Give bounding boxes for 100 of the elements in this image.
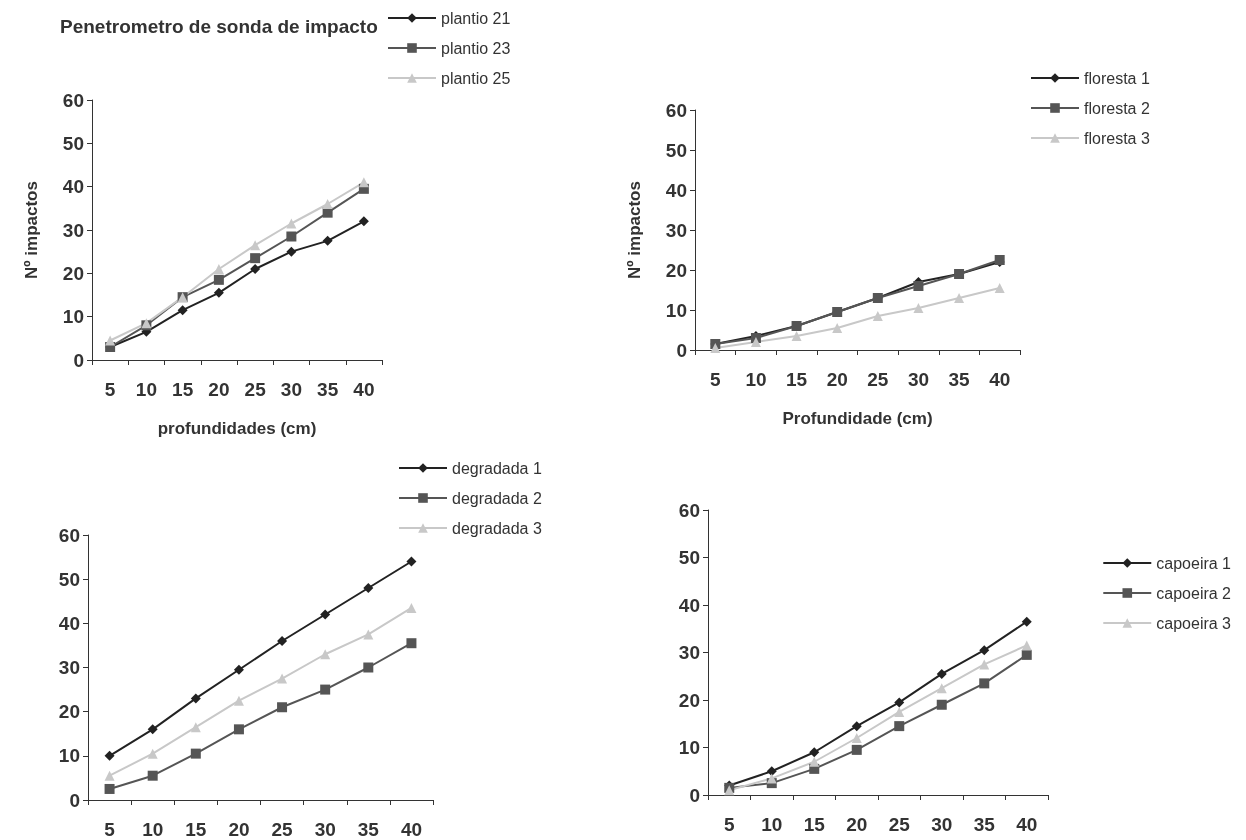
point — [190, 748, 201, 759]
y-tick-label: 10 — [58, 745, 80, 767]
legend-label: plantio 25 — [441, 69, 511, 87]
y-tick-label: 10 — [62, 306, 84, 328]
point — [250, 264, 261, 274]
legend-label: capoeira 2 — [1156, 584, 1232, 602]
y-tick-label: 40 — [58, 612, 80, 634]
x-tick-label: 25 — [888, 814, 911, 835]
point — [936, 683, 947, 694]
point — [791, 331, 802, 341]
point — [851, 733, 862, 743]
point — [994, 283, 1005, 293]
point — [358, 177, 369, 188]
x-tick-label: 40 — [1016, 814, 1038, 835]
x-tick-label: 40 — [989, 369, 1011, 390]
point — [322, 235, 333, 246]
point — [766, 766, 777, 777]
point — [147, 748, 158, 759]
point — [286, 246, 297, 257]
point — [363, 662, 374, 673]
point — [851, 721, 862, 732]
y-tick-label: 50 — [678, 547, 700, 568]
point — [406, 602, 417, 613]
x-tick-label: 35 — [357, 819, 380, 840]
point — [1021, 640, 1032, 651]
point — [190, 722, 201, 733]
x-tick-label: 20 — [826, 369, 848, 390]
point — [809, 756, 820, 767]
point — [233, 695, 244, 706]
legend-label: plantio 23 — [441, 39, 511, 57]
y-tick-label: 30 — [62, 219, 84, 241]
point — [250, 240, 261, 251]
point — [213, 264, 224, 274]
y-tick-label: 60 — [665, 99, 687, 121]
point — [104, 783, 115, 794]
x-tick-label: 30 — [280, 379, 302, 400]
x-tick-label: 30 — [314, 819, 336, 840]
x-tick-label: 35 — [973, 814, 996, 835]
y-tick-label: 50 — [62, 132, 84, 154]
y-tick-label: 30 — [58, 657, 80, 678]
y-tick-label: 0 — [69, 789, 80, 811]
point — [286, 218, 297, 229]
point — [233, 724, 244, 735]
point — [363, 583, 374, 593]
y-tick-label: 60 — [62, 89, 84, 111]
x-tick-label: 10 — [135, 379, 157, 400]
point — [406, 638, 417, 649]
point — [320, 649, 331, 660]
point — [766, 773, 777, 784]
point — [213, 287, 224, 298]
point — [286, 231, 297, 242]
point — [322, 207, 333, 218]
x-tick-label: 30 — [907, 369, 930, 390]
x-tick-label: 15 — [803, 814, 826, 835]
x-tick-label: 40 — [400, 819, 423, 840]
point — [213, 274, 224, 285]
point — [872, 311, 883, 321]
point — [277, 702, 288, 713]
legend-label: degradada 1 — [452, 459, 542, 477]
point — [851, 744, 862, 755]
y-tick-label: 0 — [676, 339, 687, 361]
chart-title: Penetrometro de sonda de impacto — [60, 16, 378, 37]
point — [363, 629, 374, 640]
point — [979, 659, 990, 670]
point — [322, 199, 333, 209]
point — [979, 678, 990, 689]
x-tick-label: 30 — [931, 814, 953, 835]
point — [894, 721, 905, 732]
legend-label: capoeira 1 — [1156, 554, 1232, 572]
legend-label: degradada 2 — [452, 489, 542, 507]
x-tick-label: 25 — [244, 379, 267, 400]
y-tick-label: 50 — [665, 139, 687, 161]
y-axis-title: Nº impactos — [22, 181, 41, 279]
point — [277, 636, 288, 646]
point — [147, 770, 158, 781]
y-tick-label: 40 — [665, 179, 687, 201]
x-axis-title: Profundidade (cm) — [782, 409, 933, 428]
point — [1021, 649, 1032, 660]
point — [104, 750, 115, 761]
legend-label: floresta 3 — [1084, 129, 1150, 147]
x-tick-label: 5 — [710, 369, 722, 390]
legend-label: degradada 3 — [452, 519, 542, 537]
point — [936, 668, 947, 679]
point — [320, 684, 331, 695]
y-tick-label: 30 — [678, 642, 700, 663]
y-tick-label: 60 — [678, 499, 700, 521]
x-axis-title: profundidades (cm) — [157, 419, 317, 438]
x-tick-label: 5 — [104, 819, 116, 840]
x-tick-label: 10 — [761, 814, 783, 835]
y-tick-label: 30 — [665, 219, 687, 241]
point — [406, 556, 417, 567]
point — [913, 281, 924, 291]
x-tick-label: 10 — [745, 369, 767, 390]
legend-label: floresta 2 — [1084, 99, 1150, 117]
x-tick-label: 10 — [142, 819, 164, 840]
x-tick-label: 40 — [353, 379, 375, 400]
y-tick-label: 0 — [689, 784, 700, 806]
x-tick-label: 15 — [785, 369, 808, 390]
x-tick-label: 35 — [317, 379, 339, 400]
point — [809, 747, 820, 758]
